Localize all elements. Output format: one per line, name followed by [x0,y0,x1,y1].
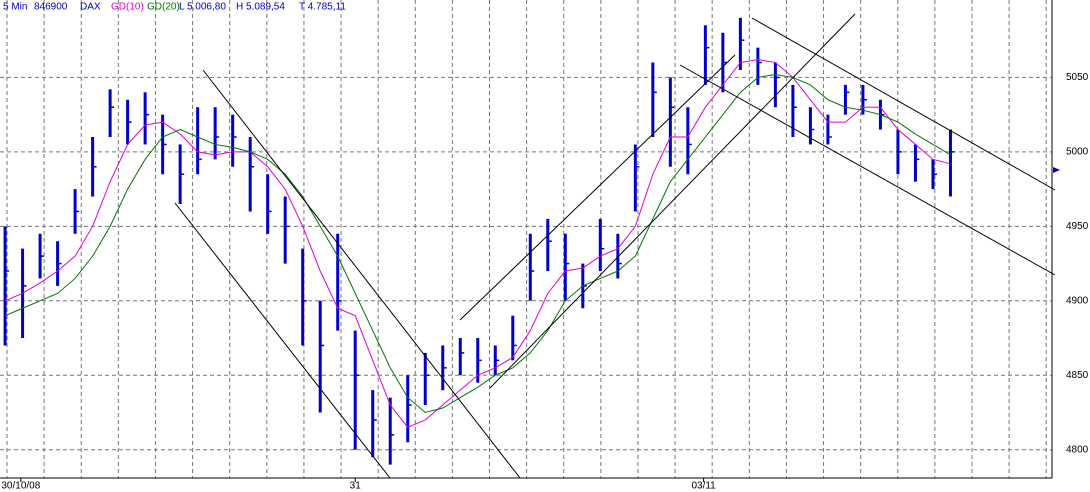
price-bar [108,89,115,137]
price-bar [56,241,62,286]
price-bar [91,136,97,197]
price-bar [633,144,640,212]
price-bar [178,144,185,205]
trend-lines [174,13,1056,479]
last-price-marker [1053,167,1060,173]
price-bar [703,25,710,85]
trend-line [202,69,521,479]
price-bar [231,114,237,167]
stat: H 5.089,54 [236,2,285,13]
trend-line [751,17,1056,191]
y-tick-label: 4850 [1066,370,1089,381]
price-bar [913,144,920,182]
price-bar [948,129,955,197]
price-bar [493,345,500,376]
trend-line [489,13,856,389]
price-bar [441,345,447,391]
y-tick-label: 5000 [1066,147,1089,158]
grid [0,0,1052,478]
price-bar [546,218,552,272]
symbol-code: 846900 [34,2,68,13]
price-bar [318,300,325,413]
price-bar [248,136,255,212]
price-bar [773,62,780,108]
price-bar [423,352,430,406]
price-bar [686,107,692,175]
price-bar [528,233,535,301]
x-tick-label: 30/10/08 [1,481,40,492]
legend-entry: GD(20) [147,2,180,13]
price-bar [73,189,80,234]
price-bar [756,47,762,85]
legend-entry: GD(10) [111,2,144,13]
price-bar [388,397,395,465]
trend-line [174,202,391,479]
price-bar [301,248,307,346]
price-bar [458,338,465,376]
plot [3,17,955,465]
price-bar [826,114,832,145]
price-bar [353,330,360,450]
price-bar [738,17,745,70]
y-tick-label: 4950 [1066,221,1089,232]
price-bar [843,84,850,115]
symbol: DAX [80,2,101,13]
price-bar [336,233,342,331]
price-bar [283,196,290,264]
x-tick-label: 03/11 [691,481,716,492]
price-bar [38,233,45,279]
price-bar [563,233,570,301]
price-bar [896,129,902,175]
y-tick-label: 4800 [1066,444,1089,455]
price-bar [721,32,727,93]
stat: L 5.006,80 [179,2,226,13]
header: 5 Min 846900 DAX GD(10) GD(20) L 5.006,8… [3,2,346,13]
y-tick-label: 4900 [1066,295,1089,306]
trend-line [679,64,1056,276]
price-bar [196,107,202,175]
price-bar [161,114,167,175]
price-bar [266,174,272,234]
price-bar [598,218,605,272]
x-tick-label: 31 [350,481,362,492]
price-bar [668,77,675,167]
price-bar [476,338,482,383]
price-bar [213,107,220,160]
price-bar [406,375,412,443]
price-bar [651,62,657,137]
y-tick-label: 5050 [1066,72,1089,83]
price-bar [511,315,517,361]
price-bar [126,99,132,145]
trend-line [459,54,736,321]
interval: 5 Min [3,2,27,13]
price-bar [371,390,377,458]
price-bar [931,159,937,190]
stat: T 4.785,11 [299,2,346,13]
price-bar [3,226,10,346]
price-bar [143,92,150,145]
